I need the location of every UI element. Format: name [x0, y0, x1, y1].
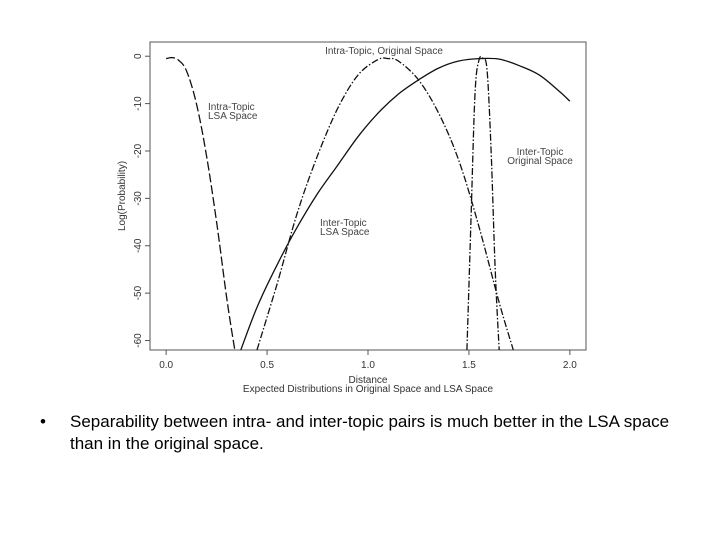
- series-annotation-0: Intra-Topic, Original Space: [325, 46, 443, 57]
- chart: 0.0 0.5 1.0 1.5 2.0 0 -10 -20 -30 -40 -50 -60 Intra…: [117, 41, 587, 395]
- plot-frame: [149, 41, 587, 351]
- ticks-layer: 0.0 0.5 1.0 1.5 2.0 0 -10 -20 -30 -40 -50 -60: [133, 53, 577, 371]
- y-axis-label: Log(Probability): [117, 161, 128, 231]
- y-tick-label: -60: [133, 333, 144, 348]
- y-tick-label: -50: [133, 285, 144, 300]
- series-annotation-3: Inter-Topic: [320, 218, 367, 229]
- series-line-3: [240, 57, 571, 351]
- y-tick-label: -30: [133, 191, 144, 206]
- series-annotation-1: LSA Space: [208, 111, 258, 122]
- y-tick-label: -40: [133, 238, 144, 253]
- y-tick-label: 0: [133, 53, 144, 59]
- bullet-text: Separability between intra- and inter-to…: [70, 412, 670, 453]
- series-annotation-1: Intra-Topic: [208, 102, 255, 113]
- series-annotation-3: LSA Space: [320, 227, 370, 238]
- annotation-layer: Intra-Topic, Original SpaceIntra-TopicLS…: [208, 46, 573, 238]
- x-axis-label: Distance: [349, 375, 388, 386]
- series-line-0: [256, 57, 514, 351]
- chart-caption: Expected Distributions in Original Space…: [243, 384, 494, 395]
- series-annotation-2: Inter-Topic: [517, 147, 564, 158]
- bullet-point: • Separability between intra- and inter-…: [40, 411, 680, 455]
- x-tick-label: 1.0: [361, 360, 375, 371]
- series-line-2: [466, 55, 500, 351]
- series-line-1: [165, 56, 236, 351]
- x-tick-label: 2.0: [563, 360, 577, 371]
- x-tick-label: 0.0: [159, 360, 173, 371]
- y-tick-label: -20: [133, 143, 144, 158]
- bullet-symbol: •: [40, 412, 46, 431]
- y-tick-label: -10: [133, 96, 144, 111]
- x-tick-label: 1.5: [462, 360, 476, 371]
- series-layer: [165, 55, 571, 351]
- series-annotation-2: Original Space: [507, 156, 573, 167]
- x-tick-label: 0.5: [260, 360, 274, 371]
